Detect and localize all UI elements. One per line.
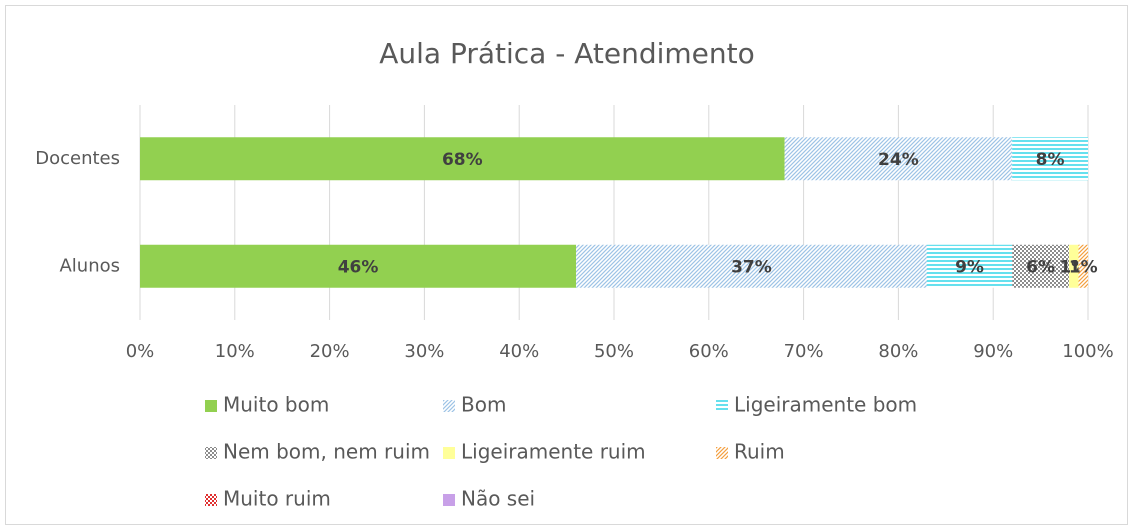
- data-label: 68%: [442, 150, 483, 170]
- legend-swatch: [443, 494, 455, 506]
- data-label: 37%: [731, 257, 772, 277]
- legend-swatch: [716, 400, 728, 412]
- y-tick-label: Alunos: [59, 255, 120, 276]
- x-tick-label: 90%: [973, 341, 1013, 362]
- data-label: 46%: [338, 257, 379, 277]
- bar-segment: [1069, 244, 1079, 288]
- legend-swatch: [205, 494, 217, 506]
- y-tick-label: Docentes: [35, 148, 120, 169]
- x-tick-label: 50%: [594, 341, 634, 362]
- legend-swatch: [443, 447, 455, 459]
- legend-swatch: [716, 447, 728, 459]
- x-tick-label: 20%: [310, 341, 350, 362]
- bar-segment: [140, 137, 785, 181]
- bar-segment: [1012, 137, 1088, 181]
- legend-label: Nem bom, nem ruim: [223, 440, 430, 464]
- x-tick-label: 40%: [499, 341, 539, 362]
- data-label: 1%: [1069, 257, 1098, 277]
- legend-label: Ruim: [734, 440, 785, 464]
- legend-label: Não sei: [461, 487, 535, 511]
- legend-label: Ligeiramente ruim: [461, 440, 646, 464]
- data-label: 8%: [1036, 150, 1065, 170]
- x-tick-label: 0%: [126, 341, 155, 362]
- legend-label: Muito bom: [223, 393, 329, 417]
- x-tick-label: 70%: [784, 341, 824, 362]
- x-tick-label: 100%: [1062, 341, 1113, 362]
- x-tick-label: 80%: [878, 341, 918, 362]
- bar-segment: [784, 137, 1013, 181]
- legend-label: Bom: [461, 393, 506, 417]
- data-label: 6%: [1026, 257, 1055, 277]
- chart-title: Aula Prática - Atendimento: [379, 37, 755, 70]
- bar-segment: [1078, 244, 1088, 288]
- x-tick-label: 30%: [404, 341, 444, 362]
- bar-segment: [576, 244, 927, 288]
- legend-swatch: [443, 400, 455, 412]
- data-label: 9%: [955, 257, 984, 277]
- x-tick-label: 60%: [689, 341, 729, 362]
- legend-label: Ligeiramente bom: [734, 393, 917, 417]
- legend-label: Muito ruim: [223, 487, 331, 511]
- bar-segment: [926, 244, 1013, 288]
- bar-segment: [1012, 244, 1070, 288]
- data-label: 24%: [878, 150, 919, 170]
- x-tick-label: 10%: [215, 341, 255, 362]
- legend-swatch: [205, 447, 217, 459]
- legend-swatch: [205, 400, 217, 412]
- bar-segment: [140, 244, 577, 288]
